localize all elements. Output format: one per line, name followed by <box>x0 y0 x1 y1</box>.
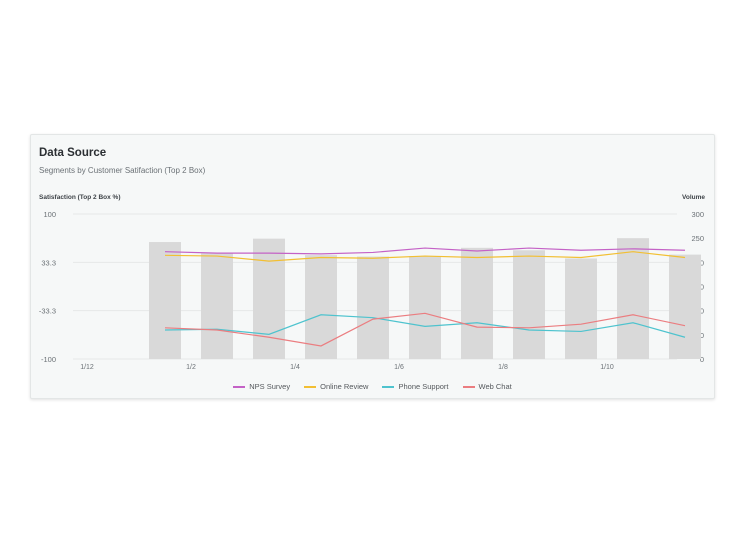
volume-bar <box>357 256 389 359</box>
chart-subtitle: Segments by Customer Satifaction (Top 2 … <box>39 166 206 175</box>
x-tick-label: 1/6 <box>394 364 404 371</box>
y-tick-label: 100 <box>43 210 56 219</box>
y2-tick-label: 250 <box>691 234 704 243</box>
legend-swatch <box>382 385 395 388</box>
volume-bar <box>149 242 181 359</box>
x-tick-label: 1/4 <box>290 364 300 371</box>
legend-label: Online Review <box>320 382 369 391</box>
x-tick-label: 1/10 <box>600 364 614 371</box>
legend-item[interactable]: NPS Survey <box>233 382 290 391</box>
legend-label: Web Chat <box>478 382 512 391</box>
series-line <box>164 251 686 262</box>
y-axis-title: Satisfaction (Top 2 Box %) <box>39 194 121 201</box>
y-tick-label: 33.3 <box>41 258 56 267</box>
legend-label: NPS Survey <box>249 382 291 391</box>
legend-label: Phone Support <box>398 382 449 391</box>
y-tick-label: -100 <box>41 355 56 364</box>
volume-bar <box>669 254 701 359</box>
x-tick-label: 1/12 <box>80 364 94 371</box>
y2-tick-label: 0 <box>700 355 704 364</box>
y2-axis-title: Volume <box>682 194 705 201</box>
y2-tick-label: 300 <box>691 210 704 219</box>
legend-item[interactable]: Phone Support <box>382 382 449 391</box>
x-tick-label: 1/8 <box>498 364 508 371</box>
volume-bar <box>565 258 597 359</box>
chart-plot: 10033.3-33.3-1003002502001501005001/121/… <box>39 210 704 371</box>
volume-bar <box>513 250 545 359</box>
legend-swatch <box>233 385 246 388</box>
volume-bar <box>305 255 337 359</box>
volume-bar <box>253 238 285 359</box>
volume-bar <box>617 238 649 359</box>
legend-swatch <box>304 385 317 388</box>
series-line <box>164 314 686 338</box>
volume-bar <box>461 247 493 359</box>
x-tick-label: 1/2 <box>186 364 196 371</box>
chart-card: Data Source Segments by Customer Satifac… <box>30 134 715 399</box>
volume-bar <box>201 253 233 359</box>
y-tick-label: -33.3 <box>39 307 56 316</box>
volume-bar <box>409 256 441 359</box>
series-line <box>164 247 686 255</box>
legend-swatch <box>462 385 475 388</box>
chart-legend: NPS Survey Online Review Phone Support Web … <box>31 382 714 391</box>
legend-item[interactable]: Web Chat <box>462 382 512 391</box>
series-line <box>164 312 686 347</box>
legend-item[interactable]: Online Review <box>304 382 368 391</box>
chart-title: Data Source <box>39 147 107 159</box>
